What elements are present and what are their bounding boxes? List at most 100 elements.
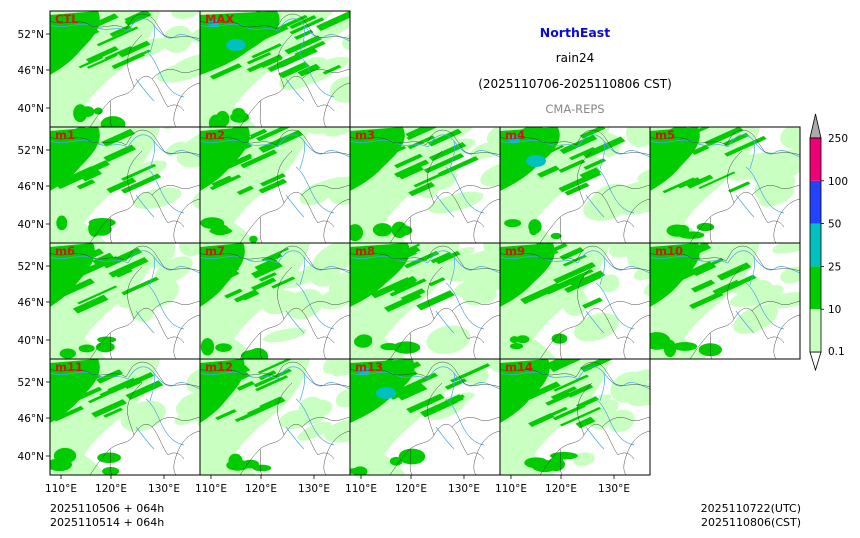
rivers: [200, 18, 350, 102]
borders: [50, 245, 200, 359]
borders: [350, 361, 500, 475]
map-panel-m8: m8: [349, 242, 501, 360]
rivers: [500, 366, 650, 450]
lat-tick-label: 46°N: [18, 181, 44, 193]
map-panel-m7: m7: [199, 242, 351, 360]
map-panel-m1: m1: [49, 126, 201, 244]
panel-label: MAX: [205, 12, 234, 26]
rivers: [50, 366, 200, 450]
lat-tick-label: 52°N: [18, 145, 44, 157]
colorbar-level-label: 250: [828, 133, 848, 145]
borders: [200, 245, 350, 359]
panel-grid: CTL MAX m1 m2 m3 m4 m5 m6 m7 m8 m9 m10 m11 m12 m13 m14: [49, 10, 801, 476]
colorbar-over-arrow: [809, 113, 822, 139]
model-label: CMA-REPS: [545, 102, 604, 116]
lon-tick-label: 120°E: [95, 483, 127, 495]
lat-tick-label: 52°N: [18, 261, 44, 273]
rivers: [650, 250, 800, 334]
map-panel-max: MAX: [199, 10, 351, 128]
lat-tick-label: 40°N: [18, 335, 44, 347]
colorbar-segment: [810, 138, 821, 181]
lon-tick-label: 120°E: [245, 483, 277, 495]
panel-label: m11: [55, 360, 83, 374]
colorbar-level-label: 0.1: [828, 346, 845, 358]
map-panel-m12: m12: [199, 358, 351, 476]
map-panel-m4: m4: [499, 126, 651, 244]
lat-tick-label: 52°N: [18, 29, 44, 41]
lon-tick-label: 110°E: [495, 483, 527, 495]
colorbar-segment: [810, 266, 821, 310]
map-panel-m9: m9: [499, 242, 651, 360]
borders: [200, 13, 350, 127]
map-panel-m2: m2: [199, 126, 351, 244]
panel-label: m3: [355, 128, 375, 142]
borders: [50, 361, 200, 475]
lat-tick-label: 40°N: [18, 103, 44, 115]
rain-moderate-area: [200, 127, 304, 243]
region-title: NorthEast: [540, 25, 611, 40]
lon-tick-label: 110°E: [195, 483, 227, 495]
borders: [500, 361, 650, 475]
borders: [350, 245, 500, 359]
panel-label: m2: [205, 128, 225, 142]
borders: [350, 129, 500, 243]
colorbar-under-arrow: [809, 351, 822, 372]
variable-title: rain24: [556, 51, 595, 65]
rivers: [200, 134, 350, 218]
lat-tick-label: 46°N: [18, 297, 44, 309]
map-panel-m5: m5: [649, 126, 801, 244]
rain-moderate-area: [350, 127, 479, 242]
lat-tick-label: 46°N: [18, 65, 44, 77]
valid-time-utc: 2025110722(UTC): [701, 502, 801, 515]
map-panel-m13: m13: [349, 358, 501, 476]
rain-moderate-area: [200, 243, 296, 359]
map-panel-m6: m6: [49, 242, 201, 360]
panel-label: m6: [55, 244, 75, 258]
panel-label: m10: [655, 244, 683, 258]
valid-time-cst: 2025110806(CST): [701, 516, 801, 529]
panel-label: CTL: [55, 12, 79, 26]
borders: [200, 129, 350, 243]
map-panel-m10: m10: [649, 242, 801, 360]
borders: [50, 13, 200, 127]
longitude-axis-labels: 110°E 120°E 130°E 110°E 120°E 130°E 110°E 120°E…: [45, 475, 630, 495]
colorbar-segment: [810, 180, 821, 224]
rivers: [200, 250, 350, 334]
lon-tick-label: 130°E: [298, 483, 330, 495]
rivers: [50, 250, 200, 334]
panel-frame: [649, 242, 801, 360]
rivers: [200, 366, 350, 450]
rivers: [500, 250, 650, 334]
colorbar-level-label: 25: [828, 261, 841, 273]
lon-tick-label: 130°E: [598, 483, 630, 495]
colorbar-legend: 0.1 10 25 50 100 250: [809, 113, 848, 372]
borders: [650, 129, 800, 243]
lat-tick-label: 52°N: [18, 377, 44, 389]
borders: [650, 245, 800, 359]
borders: [200, 361, 350, 475]
colorbar-segment: [810, 309, 821, 352]
panel-label: m9: [505, 244, 525, 258]
borders: [500, 129, 650, 243]
borders: [50, 129, 200, 243]
colorbar-level-label: 10: [828, 304, 841, 316]
lon-tick-label: 120°E: [395, 483, 427, 495]
rain-moderate-area: [650, 127, 767, 239]
colorbar-frame: [809, 137, 822, 353]
rivers: [500, 134, 650, 218]
rivers: [350, 366, 500, 450]
lon-tick-label: 130°E: [448, 483, 480, 495]
rivers: [350, 134, 500, 218]
colorbar-segment: [810, 223, 821, 267]
colorbar-level-label: 100: [828, 176, 848, 188]
rain-moderate-area: [500, 243, 606, 350]
colorbar-level-label: 50: [828, 219, 841, 231]
map-panel-m14: m14: [499, 358, 651, 476]
panel-label: m14: [505, 360, 533, 374]
map-panel-m3: m3: [349, 126, 501, 244]
rivers: [650, 134, 800, 218]
panel-label: m4: [505, 128, 525, 142]
borders: [500, 245, 650, 359]
panel-label: m5: [655, 128, 675, 142]
panel-label: m8: [355, 244, 375, 258]
